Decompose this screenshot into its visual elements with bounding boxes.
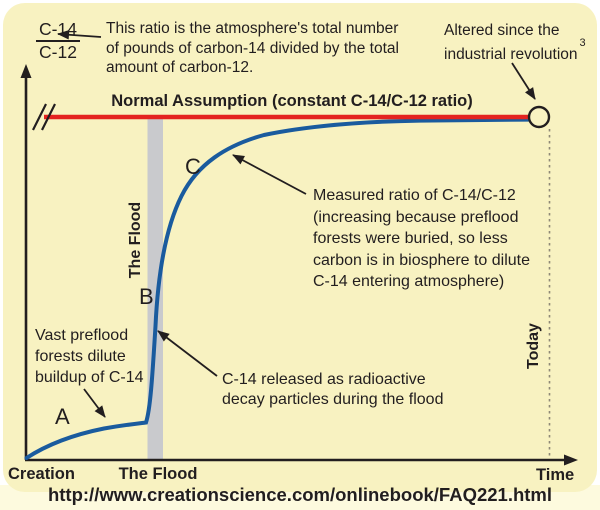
vast-arrow	[83, 388, 106, 418]
ratio-note-arrow	[57, 29, 102, 40]
ratio-note: This ratio is the atmosphere's total num…	[106, 19, 399, 78]
measured-note-line: (increasing because preflood	[313, 208, 519, 226]
ratio-note-line: This ratio is the atmosphere's total num…	[106, 20, 399, 37]
vast-note: Vast preflood forests dilute buildup of …	[35, 325, 144, 388]
ratio-note-line: amount of carbon-12.	[106, 59, 254, 76]
point-label-c: C	[185, 154, 201, 179]
released-note: C-14 released as radioactive decay parti…	[222, 370, 443, 410]
vast-note-line: forests dilute	[35, 348, 126, 365]
released-note-line: C-14 released as radioactive	[222, 371, 426, 388]
measured-arrow	[232, 154, 307, 195]
point-label-a: A	[55, 404, 70, 429]
measured-ratio-curve	[24, 117, 530, 460]
x-axis-time-label: Time	[536, 466, 575, 484]
source-url: http://www.creationscience.com/onlineboo…	[47, 484, 553, 505]
measured-note-line: Measured ratio of C-14/C-12	[313, 187, 516, 204]
released-note-line: decay particles during the flood	[222, 391, 444, 408]
measured-note: Measured ratio of C-14/C-12 (increasing …	[313, 185, 530, 293]
axis-break-slash-icon	[32, 103, 47, 131]
flood-band-label: The Flood	[127, 201, 144, 279]
axis-break-slash-icon	[41, 103, 56, 131]
fraction-denominator: C-12	[39, 42, 77, 62]
ratio-note-line: of pounds of carbon-14 divided by the to…	[106, 39, 399, 57]
altered-arrow	[511, 62, 536, 100]
vast-note-line: Vast preflood	[35, 327, 129, 344]
measured-note-line: C-14 entering atmosphere)	[313, 273, 505, 290]
altered-note-line-text: industrial revolution	[444, 45, 578, 63]
x-tick-flood: The Flood	[118, 465, 198, 483]
y-axis-arrowhead-icon	[20, 64, 32, 78]
point-label-b: B	[139, 284, 154, 309]
industrial-revolution-circle-marker	[527, 105, 551, 129]
released-arrow	[157, 330, 218, 377]
measured-note-line: carbon is in biosphere to dilute	[313, 251, 531, 269]
normal-assumption-label: Normal Assumption (constant C-14/C-12 ra…	[111, 92, 473, 110]
altered-note: Altered since the industrial revolution3	[444, 21, 586, 64]
altered-note-line: industrial revolution3	[444, 37, 586, 65]
footnote-superscript: 3	[579, 36, 586, 49]
x-axis-arrowhead-icon	[564, 454, 578, 466]
fraction-numerator: C-14	[36, 20, 80, 42]
x-tick-creation: Creation	[8, 465, 75, 483]
measured-note-line: forests were buried, so less	[313, 230, 508, 247]
altered-note-line: Altered since the	[444, 22, 560, 39]
y-axis-ratio-fraction: C-14 C-12	[36, 20, 80, 62]
today-label: Today	[525, 323, 542, 369]
vast-note-line: buildup of C-14	[35, 369, 144, 386]
